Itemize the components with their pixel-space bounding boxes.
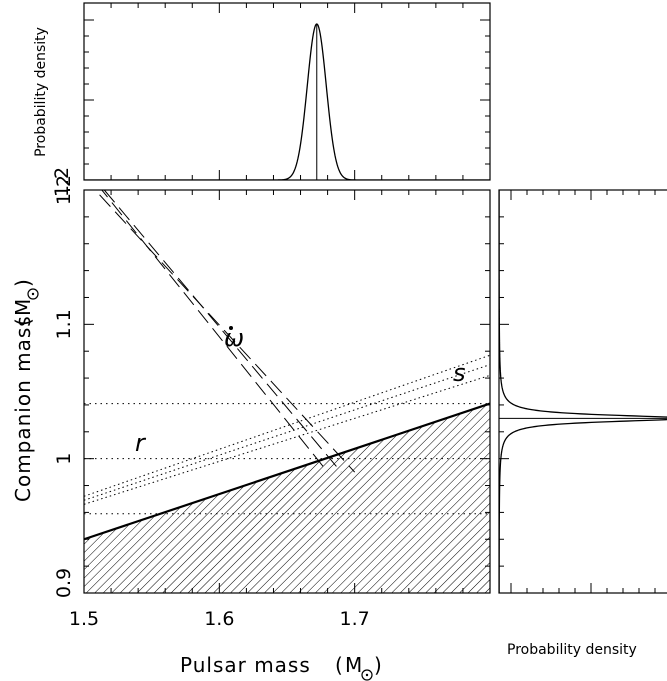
xlabel-sun-symbol [361,669,373,681]
ylabel-unit: M [11,298,35,316]
ylabel-group: Companion mass ( M ) [11,278,39,502]
top-ticks [84,19,490,165]
xlabel: Pulsar mass [180,653,311,677]
annotation-omdot-dot [229,326,233,330]
y-tick-labels: 0.9 1 1.1 1.2 [53,175,75,598]
top-ytick-label: 1.2 [51,167,73,197]
annotation-s: s [453,359,466,387]
top-ylabel: Probability density [33,27,49,157]
xlabel-paren-close: ) [374,653,383,677]
right-ticks [510,190,656,593]
right-xlabel: Probability density [507,642,637,658]
ylabel-paren-open: ( [11,317,35,326]
annotation-r: r [135,429,147,457]
ylabel-paren-close: ) [11,278,35,287]
y-tick-label: 1 [53,453,75,465]
y-tick-label: 0.9 [53,568,75,598]
x-tick-label: 1.7 [340,608,370,630]
ylabel: Companion mass [11,315,35,502]
xlabel-group: Pulsar mass ( M ) [180,653,383,681]
s-lines [84,354,490,505]
s-line-0 [84,374,490,505]
main-frame [83,189,491,594]
right-frame [498,189,667,594]
omdot-line-1 [101,190,328,473]
main-panel: 1.5 1.6 1.7 0.9 1 1.1 1.2 ω s r Pulsar mass (… [11,3,509,681]
ylabel-sun-symbol [27,288,39,300]
omdot-lines [94,190,356,473]
annotation-omdot: ω [224,324,244,352]
xlabel-paren-open: ( [335,653,344,677]
boundary-line [83,402,491,541]
right-panel: Probability density [498,189,667,658]
x-tick-labels: 1.5 1.6 1.7 [69,608,370,630]
top-density-curve [84,23,490,180]
xlabel-unit: M [345,653,363,677]
x-tick-label: 1.6 [204,608,234,630]
right-density-curve [499,190,667,593]
y-tick-label: 1.1 [53,309,75,339]
main-ticks [83,3,509,594]
x-tick-label: 1.5 [69,608,99,630]
omdot-line-0 [94,190,356,473]
y-tick-label: 1.2 [53,175,75,205]
top-frame [83,2,491,181]
s-line-1 [84,364,490,501]
omdot-line-2 [103,190,342,473]
excluded-region-hatch [84,403,490,593]
top-panel: Probability density 1.2 [33,2,491,197]
